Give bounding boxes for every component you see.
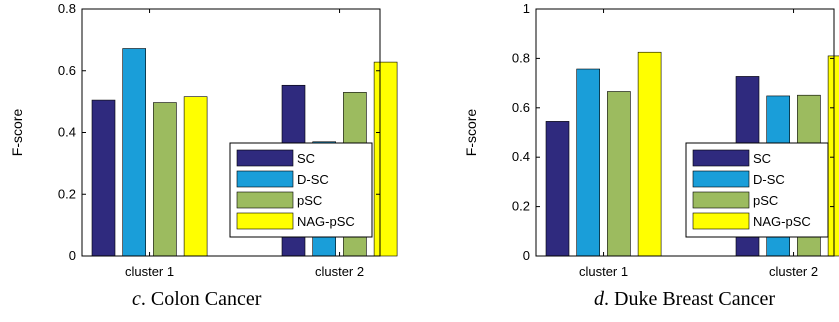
legend-swatch-sc [236, 149, 294, 167]
legend-label-nag-psc: NAG-pSC [753, 214, 811, 229]
legend-swatch-d-sc [236, 170, 294, 188]
legend-swatch-psc [236, 191, 294, 209]
panel-caption: d. Duke Breast Cancer [594, 288, 775, 310]
y-tick-label: 0.4 [512, 149, 530, 164]
bar-sc-1 [91, 99, 116, 257]
y-tick-label: 0.2 [512, 199, 530, 214]
plot-area-frame [535, 8, 835, 257]
bar-sc-1 [545, 121, 570, 257]
legend-label-sc: SC [753, 151, 771, 166]
legend: SC D-SC pSC NAG-pSC [229, 142, 373, 238]
panel-caption-text: . Colon Cancer [141, 288, 262, 310]
y-tick-label: 0.4 [58, 125, 76, 140]
y-axis-label: F-score [9, 109, 25, 157]
x-tick-label: cluster 2 [315, 264, 364, 279]
y-tick-label: 0 [523, 248, 530, 263]
x-tick-label: cluster 2 [769, 264, 818, 279]
panel-caption: c. Colon Cancer [132, 288, 262, 310]
legend-label-nag-psc: NAG-pSC [297, 214, 355, 229]
chart-panel-2: 0 0.2 0.4 0.6 0.8 1 cluster 1 cluster 2 F-score S… [463, 1, 839, 310]
legend-label-psc: pSC [297, 193, 322, 208]
y-tick-label: 0.8 [58, 1, 76, 16]
legend-swatch-d-sc [692, 170, 750, 188]
bar-psc-1 [607, 91, 631, 257]
y-axis-label: F-score [463, 109, 479, 157]
x-tick-label: cluster 1 [579, 264, 628, 279]
bar-d-sc-1 [576, 68, 601, 257]
panel-caption-text: . Duke Breast Cancer [604, 288, 775, 310]
chart-panel-1: 0 0.2 0.4 0.6 0.8 cluster 1 cluster 2 F-score SC… [9, 1, 398, 310]
legend-swatch-nag-psc [236, 212, 294, 230]
legend-swatch-nag-psc [692, 212, 750, 230]
y-tick-label: 1 [523, 1, 530, 16]
y-tick-label: 0.6 [58, 63, 76, 78]
bar-d-sc-1 [122, 48, 146, 257]
legend-label-d-sc: D-SC [753, 172, 785, 187]
y-tick-label: 0 [69, 248, 76, 263]
legend: SC D-SC pSC NAG-pSC [685, 142, 829, 238]
legend-swatch-sc [692, 149, 750, 167]
legend-label-psc: pSC [753, 193, 778, 208]
y-tick-label: 0.8 [512, 50, 530, 65]
bar-psc-1 [153, 102, 177, 257]
bar-nag-psc-1 [637, 51, 662, 257]
bar-nag-psc-2 [373, 61, 398, 257]
legend-label-sc: SC [297, 151, 315, 166]
bar-nag-psc-1 [183, 96, 208, 257]
x-tick-label: cluster 1 [125, 264, 174, 279]
panel-letter: d [594, 288, 605, 310]
y-tick-label: 0.2 [58, 186, 76, 201]
panel-letter: c [132, 288, 141, 310]
y-tick-label: 0.6 [512, 100, 530, 115]
legend-label-d-sc: D-SC [297, 172, 329, 187]
legend-swatch-psc [692, 191, 750, 209]
